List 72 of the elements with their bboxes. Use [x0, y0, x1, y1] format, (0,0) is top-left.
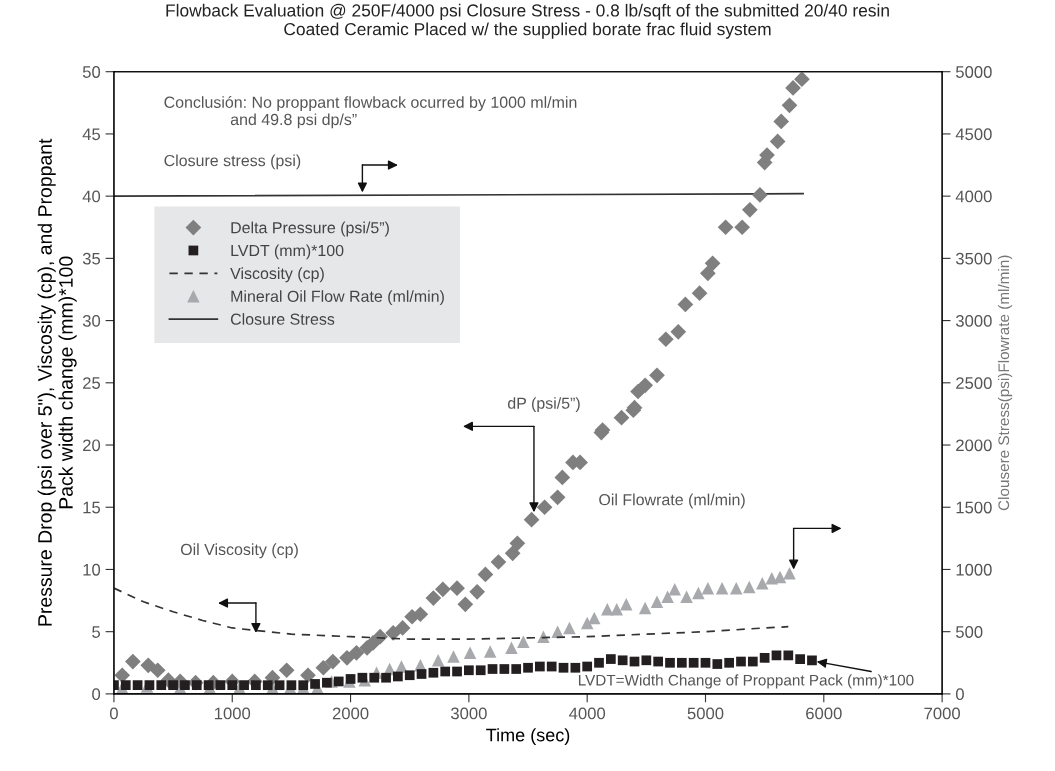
y2-tick-label: 2000 — [956, 439, 992, 452]
annotation: Conclusión: No proppant flowback ocurred by 1000 ml/min and 49.8 psi dp/s” — [164, 96, 577, 129]
y2-tick-label: 3000 — [955, 314, 992, 327]
y-tick-label: 10 — [83, 563, 101, 576]
point — [431, 654, 445, 667]
point — [517, 635, 530, 648]
point — [743, 580, 756, 594]
annotation: LVDT=Width Change of Proppant Pack (mm)*100 — [578, 674, 914, 689]
x-tick-label: 3000 — [450, 707, 487, 720]
point — [610, 603, 624, 616]
y-tick-label: 35 — [82, 252, 101, 265]
point — [588, 611, 601, 625]
point — [483, 645, 497, 658]
y2-tick-label: 500 — [955, 626, 983, 638]
point — [680, 590, 693, 604]
point — [661, 590, 674, 604]
point — [505, 641, 518, 655]
point — [650, 595, 664, 609]
point — [601, 603, 614, 616]
annotation: Closure stress (psi) — [164, 154, 301, 170]
y-tick-label: 40 — [82, 190, 101, 203]
y-tick-label: 20 — [83, 439, 101, 452]
y2-tick-label: 2500 — [956, 377, 992, 389]
y2-tick-label: 0 — [955, 688, 964, 701]
x-tick-label: 7000 — [924, 707, 960, 720]
y-tick-label: 50 — [82, 66, 101, 78]
y-tick-label: 25 — [83, 377, 101, 389]
legend-label: Mineral Oil Flow Rate (ml/min) — [231, 290, 444, 306]
point — [715, 581, 729, 595]
point — [783, 566, 796, 580]
x-tick-label: 4000 — [569, 707, 606, 720]
y-tick-label: 5 — [92, 626, 101, 638]
y2-tick-label: 1500 — [956, 501, 992, 514]
y2-axis-title: Clousere Stress(psi)Flowrate (ml/min) — [997, 255, 1013, 511]
annotation: Oil Viscosity (cp) — [180, 543, 298, 559]
point — [563, 621, 576, 635]
legend-label: Viscosity (cp) — [230, 267, 324, 283]
y-axis-title: Pressure Drop (psi over 5"), Viscosity (cp), and Proppant Pack width change (mm)*100 — [37, 138, 77, 626]
point — [668, 583, 681, 596]
y-tick-label: 15 — [83, 501, 101, 514]
point — [638, 601, 652, 615]
y2-tick-label: 3500 — [955, 252, 992, 265]
y2-tick-label: 5000 — [955, 66, 992, 78]
point — [765, 571, 778, 585]
y2-tick-label: 1000 — [956, 563, 992, 576]
point — [580, 616, 594, 630]
x-tick-label: 2000 — [332, 707, 369, 720]
chart-title: Flowback Evaluation @ 250F/4000 psi Closure Stress - 0.8 lb/sqft of the submitted 20/40 resin Coated Ceramic Placed w/ the supplied borate frac fluid system — [166, 3, 889, 39]
legend-label: Closure Stress — [230, 313, 335, 325]
x-tick-label: 1000 — [214, 707, 251, 720]
point — [701, 581, 715, 595]
y2-tick-label: 4500 — [955, 128, 992, 141]
point — [692, 586, 705, 600]
legend-label: Delta Pressure (psi/5”) — [231, 221, 389, 237]
annotation: dP (psi/5”) — [507, 397, 580, 413]
x-axis-title: Time (sec) — [486, 728, 570, 746]
point — [756, 576, 769, 590]
x-tick-label: 0 — [109, 707, 118, 720]
point — [619, 598, 633, 611]
point — [773, 570, 787, 584]
y-tick-label: 0 — [92, 688, 101, 701]
point — [537, 630, 550, 643]
annotation: Oil Flowrate (ml/min) — [599, 493, 745, 509]
y2-tick-label: 4000 — [955, 190, 992, 203]
point — [463, 646, 477, 660]
x-tick-label: 6000 — [806, 707, 842, 720]
point — [447, 650, 460, 663]
y-tick-label: 45 — [82, 128, 101, 141]
point — [730, 581, 743, 595]
y-tick-label: 30 — [82, 314, 101, 327]
x-tick-label: 5000 — [687, 707, 724, 720]
legend-label: LVDT (mm)*100 — [231, 244, 344, 260]
